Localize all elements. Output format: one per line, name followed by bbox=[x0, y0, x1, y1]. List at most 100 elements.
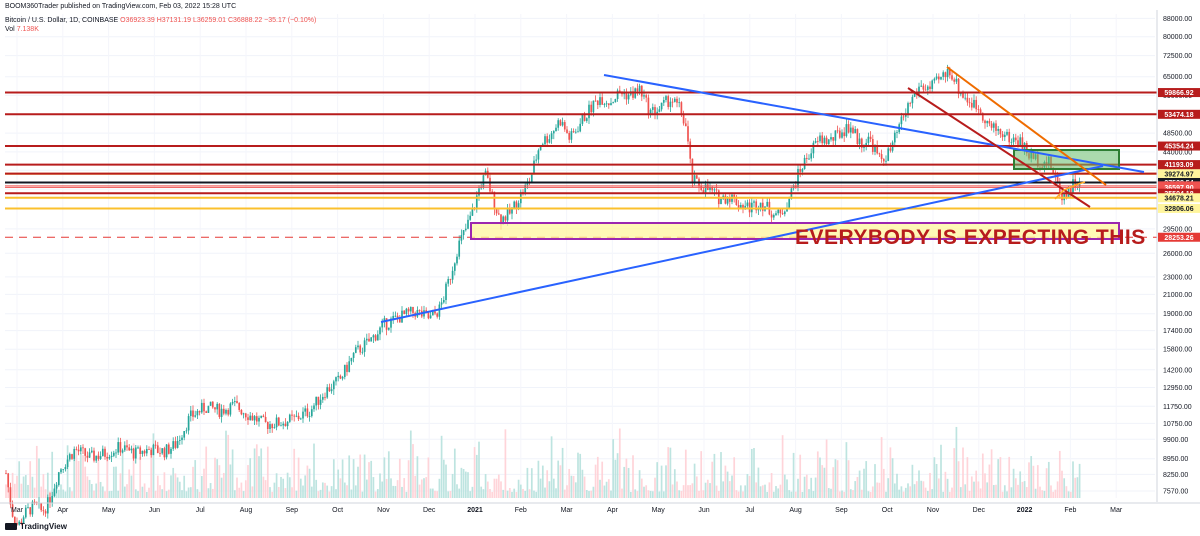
candle-body bbox=[216, 403, 219, 410]
volume-bar bbox=[874, 464, 876, 498]
volume-bar bbox=[86, 476, 89, 498]
descending-trendline[interactable] bbox=[603, 74, 1145, 173]
candle-body bbox=[352, 352, 355, 358]
volume-bar bbox=[1023, 481, 1026, 498]
candle-body bbox=[946, 68, 949, 78]
candle-body bbox=[585, 118, 588, 121]
volume-bar bbox=[264, 480, 267, 498]
candle-body bbox=[16, 522, 18, 525]
resistance-zone-box[interactable] bbox=[1013, 149, 1120, 170]
candle-body bbox=[1054, 173, 1057, 177]
candle-body bbox=[625, 92, 628, 100]
volume-bar bbox=[660, 465, 663, 498]
candle-body bbox=[394, 315, 397, 317]
candle-body bbox=[11, 504, 14, 517]
price-level-tag bbox=[1158, 182, 1200, 192]
candle-body bbox=[581, 115, 584, 124]
volume-bar bbox=[623, 466, 626, 498]
candle-body bbox=[438, 304, 441, 317]
time-axis[interactable]: Mar Apr May Jun Jul Aug Sep Oct Nov Dec 2021 Feb Mar… bbox=[0, 502, 1200, 514]
candle-body bbox=[269, 424, 271, 429]
volume-bar bbox=[832, 467, 835, 498]
volume-bar bbox=[434, 490, 436, 498]
price-tick-label: 14200.00 bbox=[1163, 367, 1192, 374]
candle-body bbox=[968, 102, 971, 104]
volume-bar bbox=[733, 457, 736, 498]
candle-body bbox=[321, 396, 324, 400]
volume-bar bbox=[238, 487, 241, 498]
volume-bar bbox=[544, 487, 546, 498]
tradingview-logo[interactable]: TradingView bbox=[5, 522, 67, 531]
candle-body bbox=[959, 93, 962, 95]
candle-body bbox=[876, 145, 879, 154]
candle-body bbox=[599, 97, 601, 105]
candle-body bbox=[482, 175, 485, 188]
candle-body bbox=[1021, 137, 1024, 150]
time-tick-label: Jul bbox=[745, 507, 754, 514]
volume-bar bbox=[561, 447, 564, 498]
candle-body bbox=[948, 68, 951, 76]
volume-bar bbox=[271, 491, 274, 498]
volume-bar bbox=[966, 457, 969, 498]
volume-bar bbox=[214, 457, 216, 498]
time-tick-label: Aug bbox=[240, 507, 253, 514]
price-level-tag bbox=[1158, 88, 1200, 98]
volume-bar bbox=[145, 491, 148, 498]
volume-bar bbox=[898, 489, 901, 498]
volume-bar bbox=[720, 452, 722, 498]
tradingview-logo-icon bbox=[5, 523, 17, 530]
candle-body bbox=[988, 120, 991, 124]
candle-body bbox=[638, 85, 641, 92]
volume-bar bbox=[216, 459, 219, 498]
candle-body bbox=[66, 459, 69, 468]
candle-body bbox=[200, 402, 203, 413]
volume-bar bbox=[1041, 490, 1044, 498]
orange-channel-line[interactable] bbox=[946, 66, 1107, 186]
candle-body bbox=[966, 97, 969, 103]
volume-bar bbox=[60, 484, 62, 498]
volume-bar bbox=[838, 491, 841, 498]
candle-body bbox=[940, 76, 942, 80]
candle-body bbox=[596, 100, 599, 105]
candle-body bbox=[849, 127, 852, 133]
candle-body bbox=[308, 416, 311, 417]
candle-body bbox=[453, 263, 456, 271]
volume-bar bbox=[363, 454, 366, 498]
candle-body bbox=[462, 230, 465, 236]
volume-bar bbox=[962, 447, 964, 498]
candle-body bbox=[306, 408, 309, 417]
candle-body bbox=[467, 219, 469, 229]
volume-bar bbox=[845, 442, 848, 498]
candle-body bbox=[885, 160, 887, 162]
volume-bar bbox=[794, 491, 797, 498]
volume-bar bbox=[605, 481, 608, 498]
volume-bar bbox=[825, 439, 828, 498]
candle-body bbox=[931, 80, 934, 89]
volume-bar bbox=[418, 484, 421, 498]
volume-bar bbox=[148, 487, 150, 498]
volume-bar bbox=[504, 429, 507, 498]
volume-bar bbox=[610, 490, 612, 498]
volume-bar bbox=[244, 480, 247, 498]
candle-body bbox=[185, 430, 188, 432]
time-tick-label: Sep bbox=[286, 507, 299, 514]
candle-body bbox=[324, 396, 326, 398]
volume-bar bbox=[310, 486, 313, 498]
volume-bar bbox=[792, 452, 795, 498]
volume-bar bbox=[865, 461, 868, 498]
candle-body bbox=[297, 415, 300, 420]
candle-body bbox=[647, 97, 650, 116]
volume-bar bbox=[676, 481, 678, 498]
volume-bar bbox=[319, 489, 322, 498]
candle-body bbox=[231, 402, 234, 404]
volume-bar bbox=[715, 485, 718, 498]
demand-zone-box[interactable] bbox=[470, 222, 1120, 240]
candle-body bbox=[339, 375, 342, 379]
ascending-trendline[interactable] bbox=[380, 165, 1104, 323]
volume-bar bbox=[607, 479, 610, 498]
volume-bar bbox=[649, 490, 652, 498]
candle-body bbox=[13, 516, 16, 523]
dark-red-channel-line[interactable] bbox=[907, 87, 1091, 208]
volume-bar bbox=[1045, 468, 1048, 498]
